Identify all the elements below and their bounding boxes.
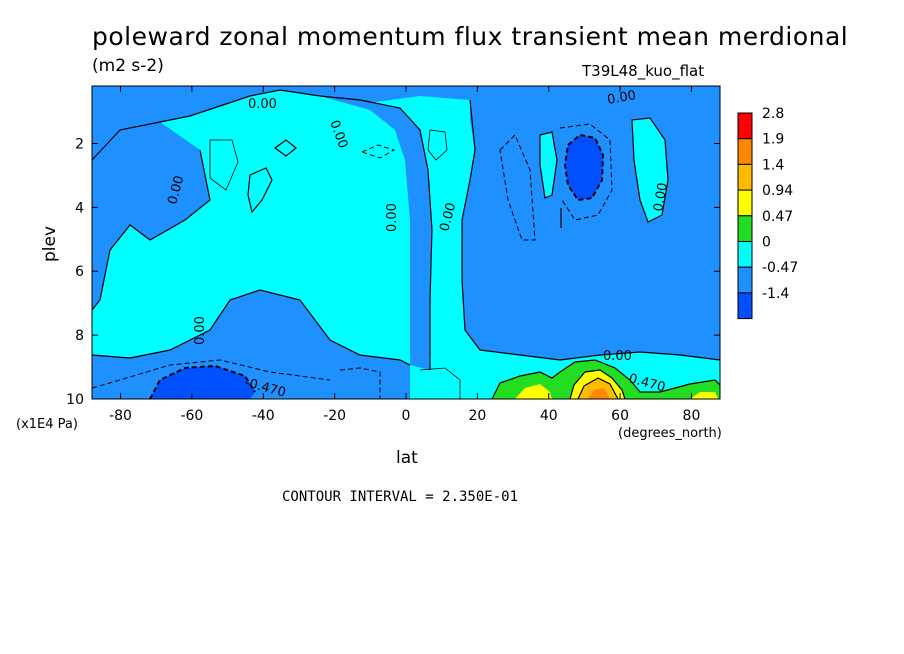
colorbar-swatch xyxy=(737,241,753,268)
x-tick-label: 80 xyxy=(683,408,701,424)
x-tick-label: -80 xyxy=(109,408,132,424)
cyan-island-2 xyxy=(632,118,668,222)
y-tick-label: 4 xyxy=(75,200,84,216)
y-tick-label: 8 xyxy=(75,328,84,344)
positive-region-yellow-2 xyxy=(515,384,552,399)
contour-lines-dashed xyxy=(91,123,613,400)
colorbar-swatch xyxy=(737,266,753,294)
colorbar-label: 1.4 xyxy=(762,157,784,173)
colorbar: 2.8 1.9 1.4 0.94 0.47 0 -0.47 -1.4 xyxy=(737,106,798,320)
x-tick-label: 60 xyxy=(611,408,629,424)
negative-region-upper-left xyxy=(92,86,720,160)
x-tick-label: -40 xyxy=(252,408,275,424)
contour-lines xyxy=(91,89,721,400)
colorbar-swatch xyxy=(737,138,753,165)
contour-label: 0.00 xyxy=(651,182,671,213)
colorbar-label: 0.94 xyxy=(762,183,793,199)
negative-region-left xyxy=(92,122,210,310)
run-label: T39L48_kuo_flat xyxy=(582,62,705,80)
contour-label: 0.00 xyxy=(248,97,277,112)
colorbar-label: -0.47 xyxy=(762,260,798,276)
colorbar-swatch xyxy=(737,215,753,243)
x-tick-label: -20 xyxy=(323,408,346,424)
y-tick-label: 10 xyxy=(66,392,84,408)
strong-negative-region xyxy=(150,366,255,399)
x-axis-units: (degrees_north) xyxy=(618,426,722,441)
contour-label: 0.00 xyxy=(603,349,632,364)
strong-negative-region-right xyxy=(565,135,603,200)
negative-region-right xyxy=(462,96,720,360)
positive-region-yellow-3 xyxy=(690,392,718,399)
contour-label: 0.00 xyxy=(165,174,187,206)
positive-regions xyxy=(492,360,720,399)
y-axis: 2 4 6 8 10 xyxy=(66,136,720,408)
cyan-island-3 xyxy=(248,168,272,212)
colorbar-label: -1.4 xyxy=(762,286,789,302)
contour-label: 0.00 xyxy=(437,201,459,233)
colorbar-swatch xyxy=(737,292,753,320)
contour-interval: CONTOUR INTERVAL = 2.350E-01 xyxy=(282,489,519,505)
positive-region-dark-orange xyxy=(588,388,610,399)
negative-region-central xyxy=(320,96,432,370)
x-tick-label: 0 xyxy=(402,408,411,424)
contour-lines-thin xyxy=(209,129,461,399)
y-axis-units: (x1E4 Pa) xyxy=(16,417,78,432)
colorbar-swatch xyxy=(737,112,753,140)
x-axis: -80 -60 -40 -20 0 20 40 60 80 xyxy=(109,86,700,424)
x-tick-label: 40 xyxy=(540,408,558,424)
colorbar-swatch xyxy=(737,163,753,191)
negative-region-lower-left xyxy=(92,290,410,399)
x-tick-label: 20 xyxy=(468,408,486,424)
cyan-island-1 xyxy=(540,132,557,198)
colorbar-label: 0.47 xyxy=(762,209,793,225)
contour-label: 0.00 xyxy=(606,88,637,108)
colorbar-label: 1.9 xyxy=(762,132,784,148)
x-tick-label: -60 xyxy=(180,408,203,424)
contour-label: 0.00 xyxy=(385,203,400,232)
contour-label-group: 0.00 0.00 0.00 0.00 0.00 0.00 0.00 0.00 … xyxy=(165,88,671,401)
y-tick-label: 6 xyxy=(75,264,84,280)
colorbar-swatch xyxy=(737,189,753,217)
y-axis-label: plev xyxy=(40,226,60,262)
colorbar-label: 0 xyxy=(762,235,771,251)
y-tick-label: 2 xyxy=(75,136,84,152)
colorbar-label: 2.8 xyxy=(762,106,784,122)
x-axis-label: lat xyxy=(396,448,418,468)
contour-label: 0.00 xyxy=(193,316,208,345)
chart-units: (m2 s-2) xyxy=(92,56,164,76)
chart-title: poleward zonal momentum flux transient m… xyxy=(92,22,849,51)
